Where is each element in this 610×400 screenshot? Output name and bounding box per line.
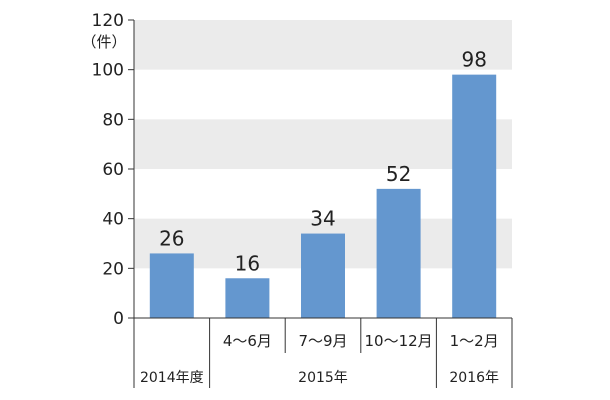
grid-band bbox=[134, 20, 512, 70]
data-label: 52 bbox=[386, 162, 411, 186]
bar bbox=[149, 253, 194, 318]
bar bbox=[452, 74, 497, 318]
y-tick-label: 80 bbox=[102, 110, 124, 130]
x-tick-label: 10～12月 bbox=[365, 332, 433, 350]
x-group-label: 2016年 bbox=[449, 370, 499, 386]
bar bbox=[376, 188, 421, 318]
data-labels: 26 16 34 52 98 bbox=[159, 48, 487, 276]
y-tick-label: 120 bbox=[92, 11, 124, 31]
y-tick-label: 100 bbox=[92, 61, 124, 81]
grid-band bbox=[134, 119, 512, 169]
data-label: 98 bbox=[461, 48, 486, 72]
x-group-label: 2014年度 bbox=[140, 370, 204, 386]
y-tick-label: 60 bbox=[102, 160, 124, 180]
y-tick-label: 20 bbox=[102, 259, 124, 279]
y-tick-label: 0 bbox=[113, 309, 124, 329]
x-tick-label: 4～6月 bbox=[223, 332, 272, 350]
data-label: 16 bbox=[235, 251, 260, 275]
x-tick-label: 1～2月 bbox=[450, 332, 499, 350]
bar bbox=[301, 233, 345, 318]
bars bbox=[149, 74, 497, 318]
y-axis: （件） 0 20 40 60 80 100 120 bbox=[81, 11, 135, 329]
data-label: 34 bbox=[310, 207, 335, 231]
y-tick-label: 40 bbox=[102, 210, 124, 230]
y-axis-unit: （件） bbox=[81, 33, 126, 51]
bar bbox=[225, 278, 270, 318]
data-label: 26 bbox=[159, 226, 184, 250]
x-axis: 4～6月 7～9月 10～12月 1～2月 2014年度 2015年 2016年 bbox=[133, 317, 513, 388]
x-group-label: 2015年 bbox=[298, 370, 348, 386]
grid-bands bbox=[134, 20, 512, 269]
x-tick-label: 7～9月 bbox=[298, 332, 347, 350]
